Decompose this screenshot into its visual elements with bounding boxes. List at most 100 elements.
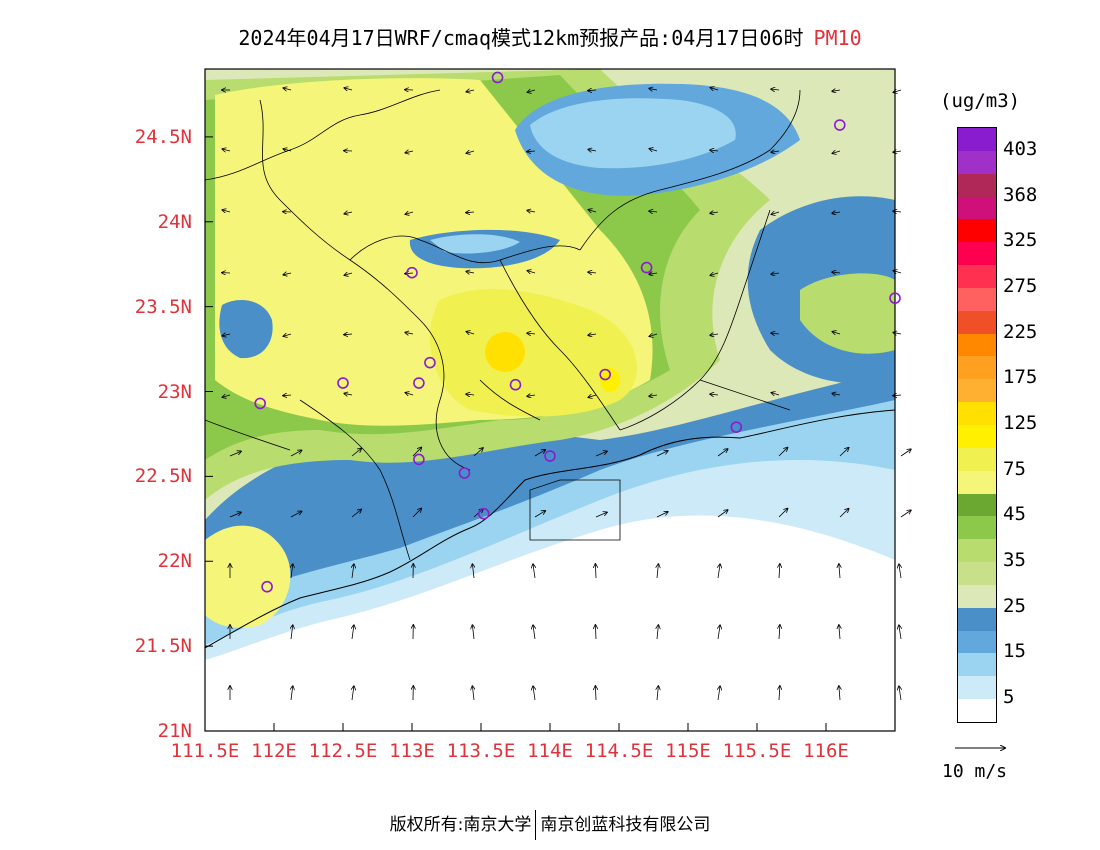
wind-arrow [710,394,719,395]
wind-arrow [657,625,658,640]
legend-label: 368 [1003,183,1038,206]
legend-label: 5 [1003,686,1015,709]
wind-arrow [222,395,231,397]
wind-arrow [893,211,902,212]
wind-arrow [771,393,780,395]
lat-tick-label: 22N [157,550,192,573]
wind-arrow [344,88,353,90]
wind-arrow [352,625,354,640]
wind-arrow [839,448,849,457]
wind-arrow [595,564,596,579]
wind-arrow [290,511,302,518]
lon-tick-label: 113E [389,740,435,762]
legend-label: 225 [1003,320,1038,343]
city-marker [491,71,504,84]
wind-arrow [893,151,902,152]
wind-arrow [839,625,840,640]
wind-arrow [533,564,535,579]
wind-arrow [222,149,231,151]
lon-tick-label: 116E [803,740,849,762]
copyright-holder-2: 南京创蓝科技有限公司 [540,815,711,835]
wind-arrow [893,395,902,396]
wind-arrow [839,564,840,579]
legend-label: 15 [1003,640,1026,663]
wind-arrow [533,686,535,701]
wind-arrow [466,212,475,213]
wind-arrow [405,212,414,214]
legend-swatch [958,447,996,472]
lat-tick-label: 24.5N [134,125,192,148]
wind-arrow [412,508,421,518]
wind-arrow [472,564,474,579]
wind-arrow [344,273,353,275]
wind-arrow [222,334,231,336]
lon-tick-label: 113.5E [446,740,516,762]
wind-arrow [405,332,414,334]
legend-swatch [958,128,996,152]
lon-tick-label: 112E [251,740,297,762]
wind-arrow [229,512,241,518]
wind-arrow [472,686,474,701]
lat-tick-label: 24N [157,210,192,233]
wind-arrow [229,451,241,457]
wind-arrow [283,273,292,275]
wind-arrow [352,686,354,701]
title-main: 2024年04月17日WRF/cmaq模式12km预报产品:04月17日06时 [238,26,804,50]
wind-arrow [832,272,841,273]
legend-swatch [958,584,996,609]
wind-arrow [290,450,302,457]
city-marker [509,378,522,391]
city-marker [458,467,471,479]
wind-arrow [771,273,780,274]
lon-tick-label: 114E [527,740,573,762]
copyright-separator [535,810,537,840]
wind-arrow [222,210,231,212]
city-markers [254,71,901,593]
wind-arrow [771,333,780,334]
wind-arrow [656,451,668,457]
legend-swatch [958,333,996,357]
wind-arrow [649,395,658,396]
legend-label: 75 [1003,457,1026,480]
wind-arrow [710,334,719,335]
wind-arrow [900,449,911,457]
wind-arrow [588,210,597,212]
wind-arrow [588,395,597,397]
city-marker [261,580,273,593]
wind-arrow [466,271,475,273]
wind-arrow [832,393,841,395]
wind-arrow [291,686,293,701]
city-marker [406,266,418,279]
lat-tick-label: 22.5N [134,465,192,488]
wind-arrow [832,332,841,334]
wind-arrow [900,510,911,518]
wind-arrow [588,334,597,335]
legend-swatch [958,653,996,677]
wind-arrow [344,393,353,395]
legend-swatch [958,470,996,495]
legend-swatch [958,265,996,289]
lon-tick-label: 115E [665,740,711,762]
wind-arrow [656,512,668,518]
wind-arrow [657,564,658,579]
legend-unit: (ug/m3) [940,90,1021,112]
city-marker [599,368,612,381]
wind-arrow [466,90,475,92]
wind-vectors [222,88,911,701]
legend-swatch [958,287,996,312]
wind-arrow [832,90,841,91]
city-marker [413,377,425,389]
legend-label: 403 [1003,137,1038,160]
wind-arrow [533,625,535,640]
legend-label: 325 [1003,229,1038,252]
wind-arrow [534,511,545,518]
wind-arrow [527,333,536,334]
wind-arrow [595,512,607,518]
wind-arrow [649,149,658,151]
axis-ticks [204,136,827,732]
wind-arrow [588,272,597,273]
wind-arrow [595,625,596,640]
wind-arrow [527,271,536,273]
wind-arrow [291,625,293,640]
